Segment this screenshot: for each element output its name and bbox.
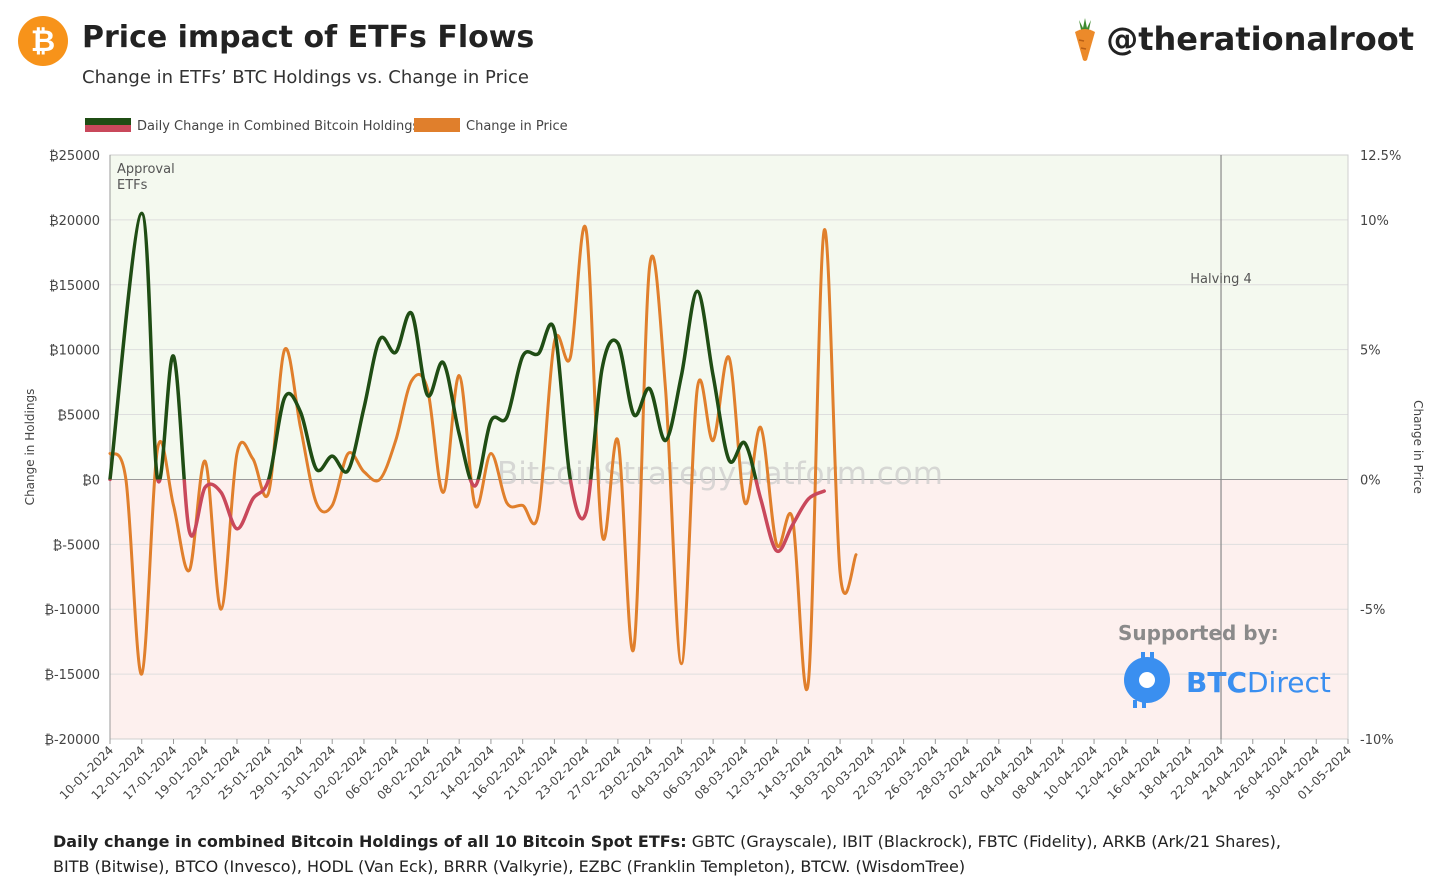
footer-etfs-line1: GBTC (Grayscale), IBIT (Blackrock), FBTC… bbox=[686, 832, 1281, 851]
legend-swatch-holdings-bottom bbox=[85, 125, 131, 132]
positive-zone bbox=[110, 155, 1348, 480]
right-tick-label: 12.5% bbox=[1360, 149, 1401, 164]
right-tick-label: 5% bbox=[1360, 344, 1381, 359]
footer-lead: Daily change in combined Bitcoin Holding… bbox=[53, 832, 687, 851]
btcdirect-logo-icon bbox=[1124, 652, 1170, 708]
legend-label-price: Change in Price bbox=[466, 119, 568, 134]
author-handle: @therationalroot bbox=[1106, 20, 1414, 58]
sponsor-label: Supported by: bbox=[1118, 621, 1279, 645]
watermark: BitcoinStrategyPlatform.com bbox=[497, 456, 943, 492]
sponsor-brand-light: Direct bbox=[1247, 666, 1331, 699]
annotation-halving: Halving 4 bbox=[1190, 272, 1252, 287]
right-tick-label: -5% bbox=[1360, 603, 1385, 618]
bitcoin-logo-icon: ₿ bbox=[18, 16, 68, 66]
annotation-approval-line: ETFs bbox=[117, 178, 148, 193]
sponsor-brand-bold: BTC bbox=[1186, 666, 1247, 699]
right-tick-label: -10% bbox=[1360, 733, 1394, 748]
left-tick-label: ₿10000 bbox=[49, 344, 100, 359]
left-tick-label: ₿-5000 bbox=[53, 538, 100, 553]
legend-swatch-holdings-top bbox=[85, 118, 131, 125]
legend-label-holdings: Daily Change in Combined Bitcoin Holding… bbox=[137, 119, 420, 134]
chart-subtitle: Change in ETFs’ BTC Holdings vs. Change … bbox=[82, 67, 529, 88]
left-tick-label: ₿25000 bbox=[49, 149, 100, 164]
y-axis-right-title: Change in Price bbox=[1411, 400, 1425, 494]
left-tick-label: ₿15000 bbox=[49, 279, 100, 294]
left-tick-label: ₿0 bbox=[82, 473, 100, 488]
holdings-series-line-negative bbox=[108, 479, 826, 554]
right-tick-label: 0% bbox=[1360, 473, 1381, 488]
right-tick-label: 10% bbox=[1360, 214, 1389, 229]
chart-area: Approval ETFs Halving 4 BitcoinStrategyPla… bbox=[23, 118, 1425, 802]
left-tick-label: ₿-15000 bbox=[44, 668, 100, 683]
left-tick-label: ₿-20000 bbox=[44, 733, 100, 748]
carrot-icon bbox=[1075, 18, 1096, 61]
left-tick-label: ₿20000 bbox=[49, 214, 100, 229]
chart-title: Price impact of ETFs Flows bbox=[82, 20, 535, 55]
price-series-line bbox=[108, 224, 858, 692]
footer-note: Daily change in combined Bitcoin Holding… bbox=[53, 829, 1413, 879]
y-axis-left-title: Change in Holdings bbox=[23, 389, 37, 506]
annotation-approval-line: Approval bbox=[117, 162, 175, 177]
holdings-series-line-positive bbox=[108, 211, 758, 480]
footer-etfs-line2: BITB (Bitwise), BTCO (Invesco), HODL (Va… bbox=[53, 857, 966, 876]
legend-swatch-price bbox=[414, 118, 460, 132]
author-handle-block: @therationalroot bbox=[1072, 16, 1414, 62]
left-tick-label: ₿5000 bbox=[57, 409, 100, 424]
annotation-approval: Approval ETFs bbox=[117, 162, 175, 193]
sponsor-brand: BTCDirect bbox=[1186, 666, 1331, 699]
left-tick-label: ₿-10000 bbox=[44, 603, 100, 618]
